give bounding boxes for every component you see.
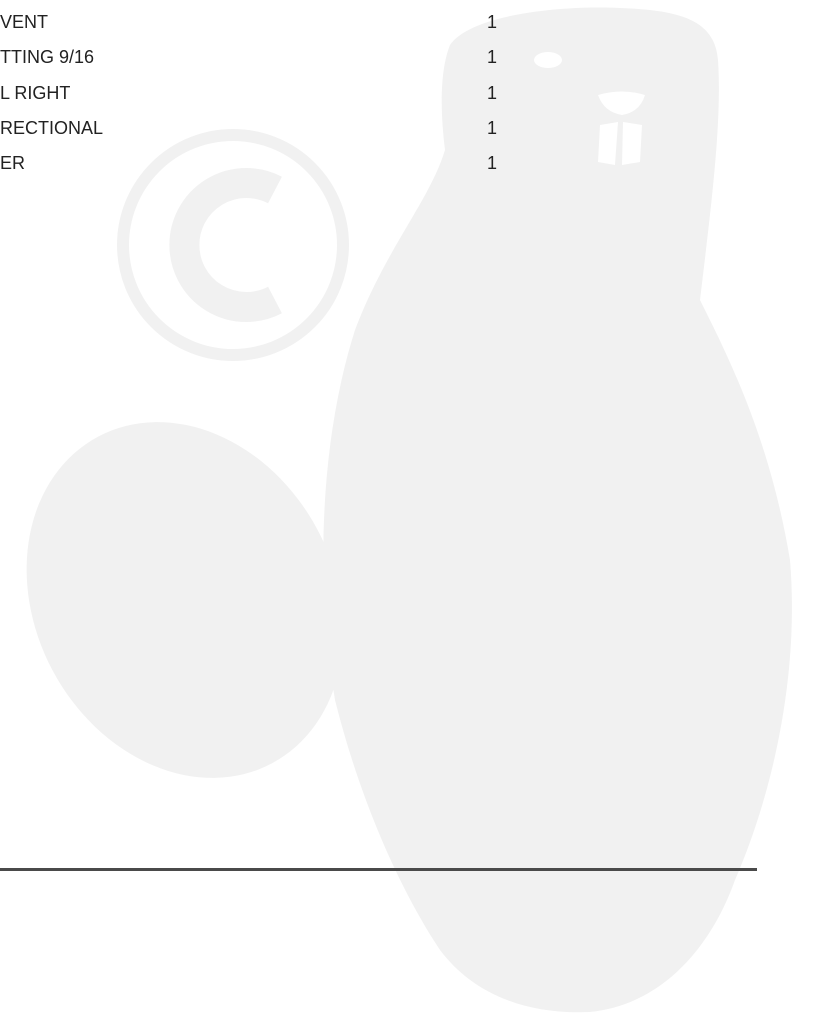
parts-row: ER 1 [0, 151, 600, 175]
part-quantity: 1 [487, 81, 497, 105]
part-quantity: 1 [487, 116, 497, 140]
parts-row: L RIGHT 1 [0, 81, 600, 105]
part-description: VENT [0, 10, 48, 34]
parts-row: RECTIONAL 1 [0, 116, 600, 140]
horizontal-rule [0, 868, 757, 871]
part-quantity: 1 [487, 151, 497, 175]
parts-row: VENT 1 [0, 10, 600, 34]
part-description: L RIGHT [0, 81, 70, 105]
part-quantity: 1 [487, 45, 497, 69]
part-description: RECTIONAL [0, 116, 103, 140]
part-quantity: 1 [487, 10, 497, 34]
part-description: ER [0, 151, 25, 175]
parts-row: TTING 9/16 1 [0, 45, 600, 69]
part-description: TTING 9/16 [0, 45, 94, 69]
page: VENT1TTING 9/161L RIGHT1RECTIONAL1ER1 ((… [0, 0, 824, 1015]
